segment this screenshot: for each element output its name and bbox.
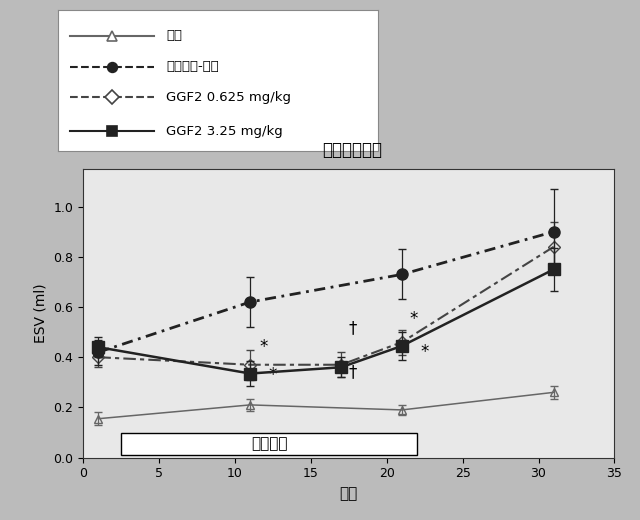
Text: GGF2 3.25 mg/kg: GGF2 3.25 mg/kg <box>166 125 283 138</box>
Text: †: † <box>349 319 357 337</box>
Text: *: * <box>420 343 429 361</box>
Text: *: * <box>259 338 268 356</box>
Text: †: † <box>349 363 357 381</box>
X-axis label: 日数: 日数 <box>340 486 358 501</box>
Text: GGF2 0.625 mg/kg: GGF2 0.625 mg/kg <box>166 91 291 104</box>
FancyBboxPatch shape <box>121 433 417 455</box>
Y-axis label: ESV (ml): ESV (ml) <box>34 283 48 343</box>
Text: ビヒクル-対照: ビヒクル-対照 <box>166 60 219 73</box>
Text: 処置期間: 処置期間 <box>251 436 287 451</box>
Text: 正常: 正常 <box>166 29 182 42</box>
Text: *: * <box>410 310 418 328</box>
Text: *: * <box>268 366 276 384</box>
Text: 収縮末期容量: 収縮末期容量 <box>322 140 382 159</box>
